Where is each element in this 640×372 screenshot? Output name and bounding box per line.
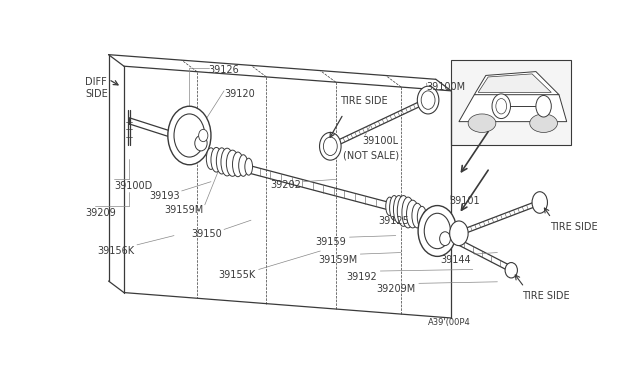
Ellipse shape xyxy=(323,137,337,155)
Text: 39209: 39209 xyxy=(86,208,116,218)
Text: 39125: 39125 xyxy=(379,216,410,225)
Ellipse shape xyxy=(216,148,227,174)
Text: TIRE SIDE: TIRE SIDE xyxy=(340,96,387,106)
Ellipse shape xyxy=(319,132,341,160)
Text: 39155K: 39155K xyxy=(218,270,255,280)
Ellipse shape xyxy=(394,196,404,223)
Ellipse shape xyxy=(412,203,422,228)
Ellipse shape xyxy=(421,91,435,109)
Text: 39150: 39150 xyxy=(191,230,221,240)
Text: TIRE SIDE: TIRE SIDE xyxy=(522,291,570,301)
Ellipse shape xyxy=(505,263,517,278)
Text: DIFF
SIDE: DIFF SIDE xyxy=(86,77,108,99)
Text: 39126: 39126 xyxy=(209,65,239,75)
Ellipse shape xyxy=(532,192,547,213)
Text: 39101: 39101 xyxy=(450,196,480,206)
Ellipse shape xyxy=(168,106,211,165)
Text: 39100M: 39100M xyxy=(427,81,466,92)
Text: (NOT SALE): (NOT SALE) xyxy=(344,151,399,161)
Text: 39159: 39159 xyxy=(316,237,346,247)
Ellipse shape xyxy=(417,206,427,228)
Ellipse shape xyxy=(198,129,208,142)
Ellipse shape xyxy=(227,150,239,176)
Ellipse shape xyxy=(536,96,551,117)
Ellipse shape xyxy=(450,221,468,246)
Text: 39144: 39144 xyxy=(440,255,471,265)
Text: 39193: 39193 xyxy=(150,191,180,201)
Text: 39100L: 39100L xyxy=(362,135,398,145)
Ellipse shape xyxy=(386,197,394,216)
Ellipse shape xyxy=(402,197,414,228)
Ellipse shape xyxy=(424,213,451,249)
Polygon shape xyxy=(451,60,570,145)
Ellipse shape xyxy=(206,148,216,169)
Ellipse shape xyxy=(492,94,511,119)
Ellipse shape xyxy=(232,152,243,177)
Ellipse shape xyxy=(468,114,496,132)
Ellipse shape xyxy=(221,148,234,176)
Text: 39192: 39192 xyxy=(346,272,378,282)
Polygon shape xyxy=(474,71,559,95)
Ellipse shape xyxy=(417,86,439,114)
Ellipse shape xyxy=(496,99,507,114)
Ellipse shape xyxy=(397,196,410,226)
Text: A39'(00P4: A39'(00P4 xyxy=(428,318,471,327)
Text: 39202: 39202 xyxy=(270,180,301,190)
Ellipse shape xyxy=(239,155,248,176)
Ellipse shape xyxy=(195,135,207,151)
Ellipse shape xyxy=(422,210,431,227)
Ellipse shape xyxy=(440,232,451,246)
Text: 39209M: 39209M xyxy=(376,284,416,294)
Ellipse shape xyxy=(390,196,399,220)
Ellipse shape xyxy=(245,158,253,175)
Ellipse shape xyxy=(406,200,419,228)
Text: 39159M: 39159M xyxy=(164,205,204,215)
Ellipse shape xyxy=(530,114,557,132)
Text: 39120: 39120 xyxy=(224,89,255,99)
Ellipse shape xyxy=(211,147,221,172)
Ellipse shape xyxy=(174,114,205,157)
Text: 39159M: 39159M xyxy=(318,255,357,265)
Text: TIRE SIDE: TIRE SIDE xyxy=(550,222,597,232)
Text: 39100D: 39100D xyxy=(114,181,152,191)
Polygon shape xyxy=(478,74,551,92)
Polygon shape xyxy=(459,87,566,122)
Ellipse shape xyxy=(418,206,456,256)
Text: 39156K: 39156K xyxy=(97,246,134,256)
